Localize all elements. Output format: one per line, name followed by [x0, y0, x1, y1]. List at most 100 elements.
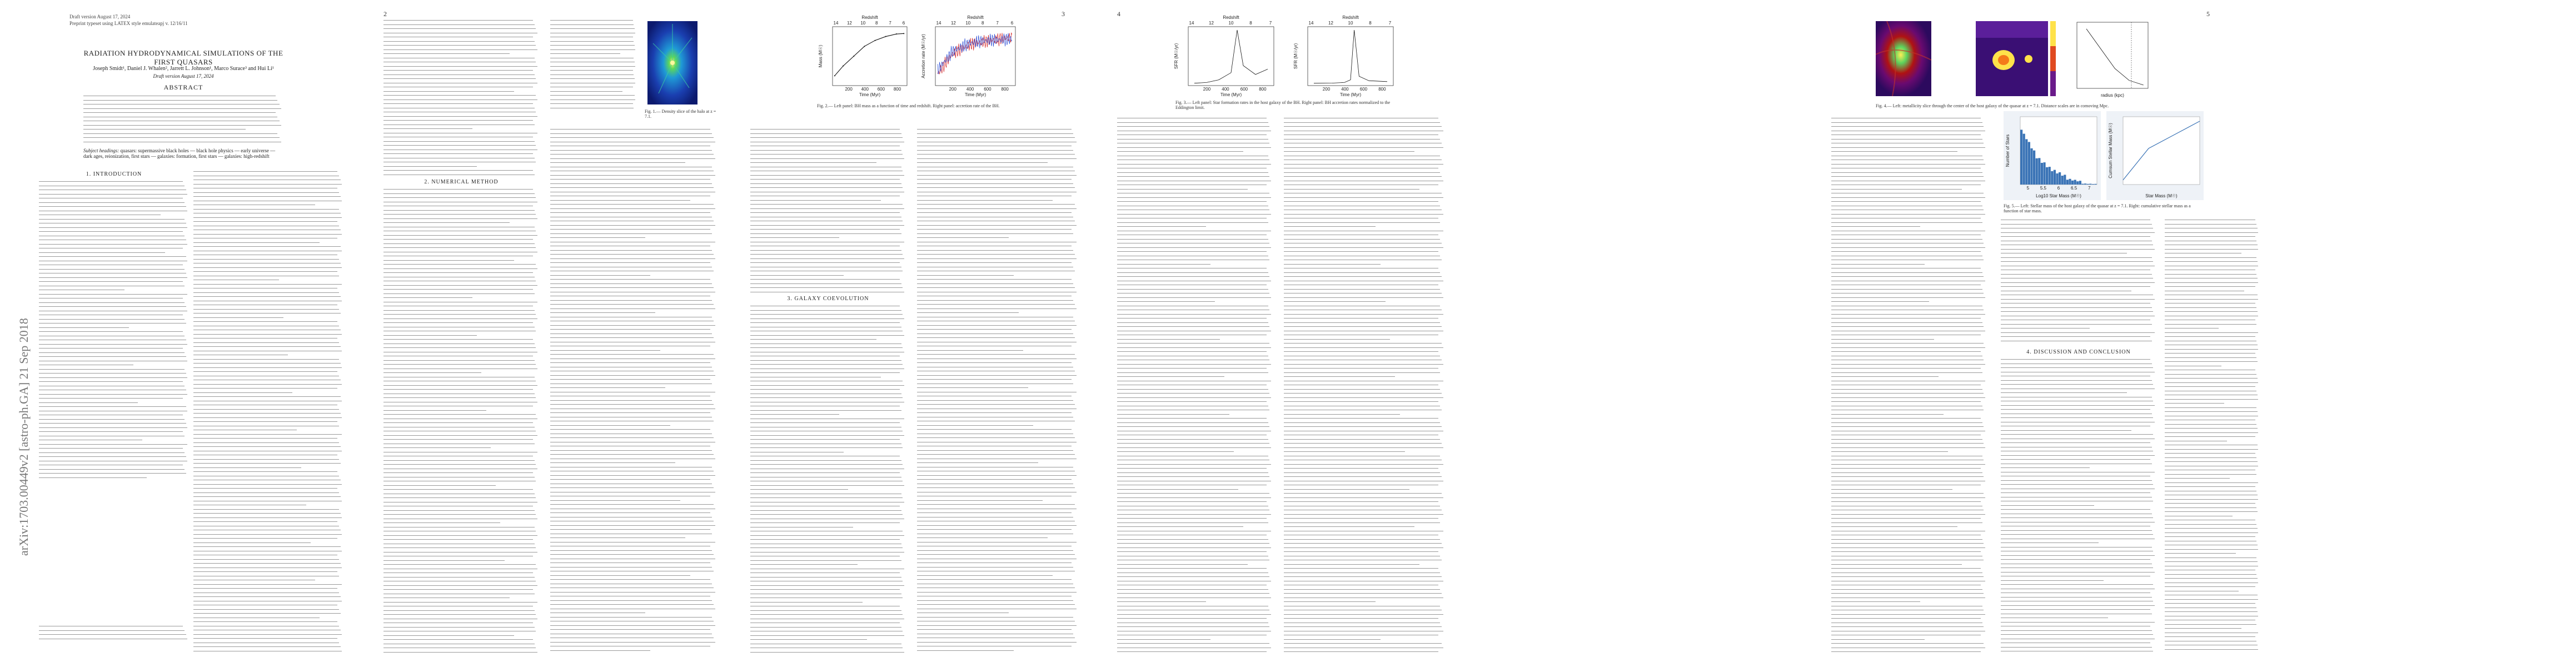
text-line	[917, 354, 1075, 355]
text-line	[193, 496, 341, 497]
text-line	[1831, 176, 1984, 177]
histogram-bar	[2071, 180, 2074, 185]
text-line	[2165, 499, 2259, 500]
text-line	[1284, 163, 1444, 165]
text-line	[383, 535, 538, 536]
plot-frame	[832, 26, 908, 86]
text-line	[193, 484, 342, 485]
text-line	[2001, 430, 2132, 431]
keywords: Subject headings: quasars: supermassive …	[83, 148, 283, 159]
histogram-bar	[2079, 181, 2081, 185]
text-line	[1831, 464, 1986, 465]
text-line	[2165, 236, 2256, 237]
text-line	[1284, 593, 1442, 594]
text-line	[2165, 403, 2225, 404]
text-line	[1117, 122, 1268, 123]
histogram-bar	[2025, 139, 2028, 185]
text-line	[39, 630, 185, 631]
text-line	[193, 217, 342, 218]
text-line	[2165, 549, 2259, 550]
text-line	[1284, 364, 1444, 365]
time-tick-label: 200	[1323, 87, 1331, 92]
histogram-bar	[2048, 167, 2051, 185]
text-line	[750, 229, 900, 230]
histogram-bar	[2089, 183, 2092, 185]
text-line	[2001, 555, 2155, 556]
text-line	[383, 372, 482, 373]
text-line	[1117, 626, 1270, 627]
text-line	[1117, 601, 1206, 602]
text-line	[39, 202, 185, 203]
text-line	[1117, 514, 1272, 515]
text-line	[1284, 547, 1444, 548]
text-line	[1831, 568, 1981, 569]
text-line	[383, 522, 500, 523]
text-line	[383, 49, 538, 50]
text-line	[1284, 138, 1441, 140]
text-line	[383, 364, 536, 365]
text-line	[1117, 476, 1270, 477]
time-tick-label: 400	[966, 87, 974, 92]
text-line	[1831, 401, 1981, 402]
text-line	[917, 233, 1074, 234]
text-line	[1284, 526, 1414, 527]
text-line	[39, 477, 147, 478]
histogram-bar	[2094, 183, 2097, 185]
text-line	[750, 347, 903, 348]
text-line	[2001, 492, 2150, 493]
text-line	[2165, 507, 2256, 508]
page4-column-2	[1284, 118, 1445, 656]
text-line	[550, 78, 635, 79]
text-line	[1284, 313, 1444, 315]
page2-column-1	[383, 20, 539, 177]
text-line	[750, 250, 901, 251]
text-line	[1117, 643, 1270, 644]
text-line	[39, 373, 186, 374]
text-line	[193, 296, 341, 297]
text-line	[550, 262, 710, 263]
text-line	[1284, 172, 1441, 173]
text-line	[193, 546, 341, 547]
text-line	[383, 247, 536, 248]
text-line	[193, 613, 341, 614]
plot-frame	[1188, 26, 1274, 86]
text-line	[383, 589, 533, 590]
text-line	[1831, 518, 1981, 519]
text-line	[193, 434, 342, 435]
text-line	[193, 596, 341, 597]
text-line	[2001, 467, 2090, 468]
text-line	[2165, 349, 2259, 350]
text-line	[383, 91, 515, 92]
redshift-tick-label: 12	[1328, 21, 1333, 26]
figure3-caption: Fig. 3.— Left panel: Star formation rate…	[1175, 100, 1398, 111]
text-line	[2165, 536, 2256, 537]
text-line	[917, 537, 1048, 538]
text-line	[750, 439, 900, 440]
text-line	[39, 193, 188, 195]
text-line	[1117, 151, 1243, 152]
text-line	[2001, 534, 2154, 535]
text-line	[193, 492, 339, 493]
text-line	[1117, 651, 1267, 652]
text-line	[1117, 172, 1268, 173]
text-line	[1117, 138, 1268, 140]
text-line	[550, 91, 623, 92]
histogram-bar	[2030, 148, 2033, 185]
time-tick-label: 800	[894, 87, 901, 92]
text-line	[1117, 288, 1268, 290]
text-line	[917, 308, 1077, 309]
text-line	[1831, 376, 1939, 377]
text-line	[550, 404, 714, 405]
text-line	[550, 437, 714, 438]
text-line	[1117, 339, 1220, 340]
text-line	[1831, 497, 1986, 498]
text-line	[917, 591, 1077, 593]
text-line	[1284, 126, 1442, 127]
text-line	[1284, 397, 1444, 398]
text-line	[750, 522, 900, 523]
text-line	[193, 384, 342, 385]
text-line	[39, 448, 183, 449]
text-line	[1284, 514, 1444, 515]
text-line	[2165, 428, 2258, 429]
text-line	[193, 292, 339, 293]
